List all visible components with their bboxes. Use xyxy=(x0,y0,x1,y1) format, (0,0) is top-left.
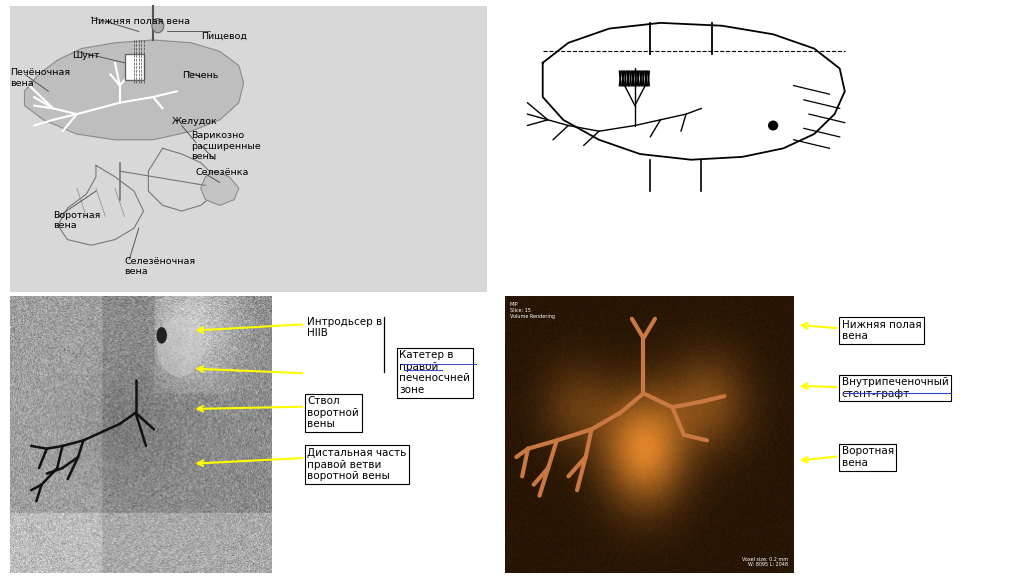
Ellipse shape xyxy=(768,120,778,131)
Text: Шунт: Шунт xyxy=(72,51,99,60)
FancyBboxPatch shape xyxy=(10,6,486,291)
Text: Селезёночная
вена: Селезёночная вена xyxy=(125,257,196,276)
Text: Дистальная часть
правой ветви
воротной вены: Дистальная часть правой ветви воротной в… xyxy=(307,448,407,482)
Polygon shape xyxy=(201,171,239,206)
Text: Пищевод: Пищевод xyxy=(201,32,247,40)
Text: Нижняя полая
вена: Нижняя полая вена xyxy=(842,320,922,341)
Text: Интродьсер в
НIIВ: Интродьсер в НIIВ xyxy=(307,317,382,339)
Text: Внутрипеченочный
стент-графт: Внутрипеченочный стент-графт xyxy=(842,377,948,399)
Ellipse shape xyxy=(152,18,164,33)
Ellipse shape xyxy=(157,327,167,344)
FancyBboxPatch shape xyxy=(507,6,1019,291)
Text: Нижняя полая вена: Нижняя полая вена xyxy=(91,17,190,26)
Text: Воротная
вена: Воротная вена xyxy=(842,446,894,468)
Text: Печёночная
вена: Печёночная вена xyxy=(10,69,71,88)
Text: Желудок: Желудок xyxy=(172,117,218,126)
Text: Печень: Печень xyxy=(181,71,218,80)
Text: Селезёнка: Селезёнка xyxy=(196,168,249,177)
Ellipse shape xyxy=(157,316,204,377)
Text: Ствол
воротной
вены: Ствол воротной вены xyxy=(307,396,359,430)
Polygon shape xyxy=(25,40,244,140)
Text: MIP
Slice: 15
Volume Rendering: MIP Slice: 15 Volume Rendering xyxy=(510,302,555,319)
FancyBboxPatch shape xyxy=(125,54,143,80)
Text: Варикозно
расширенные
вены: Варикозно расширенные вены xyxy=(191,131,261,161)
Text: Воротная
вена: Воротная вена xyxy=(53,211,100,230)
Text: Катетер в
правой
печеносчней
зоне: Катетер в правой печеносчней зоне xyxy=(399,350,470,395)
Text: Voxel size: 0.2 mm
W: 8095 L: 2048: Voxel size: 0.2 mm W: 8095 L: 2048 xyxy=(742,556,788,567)
